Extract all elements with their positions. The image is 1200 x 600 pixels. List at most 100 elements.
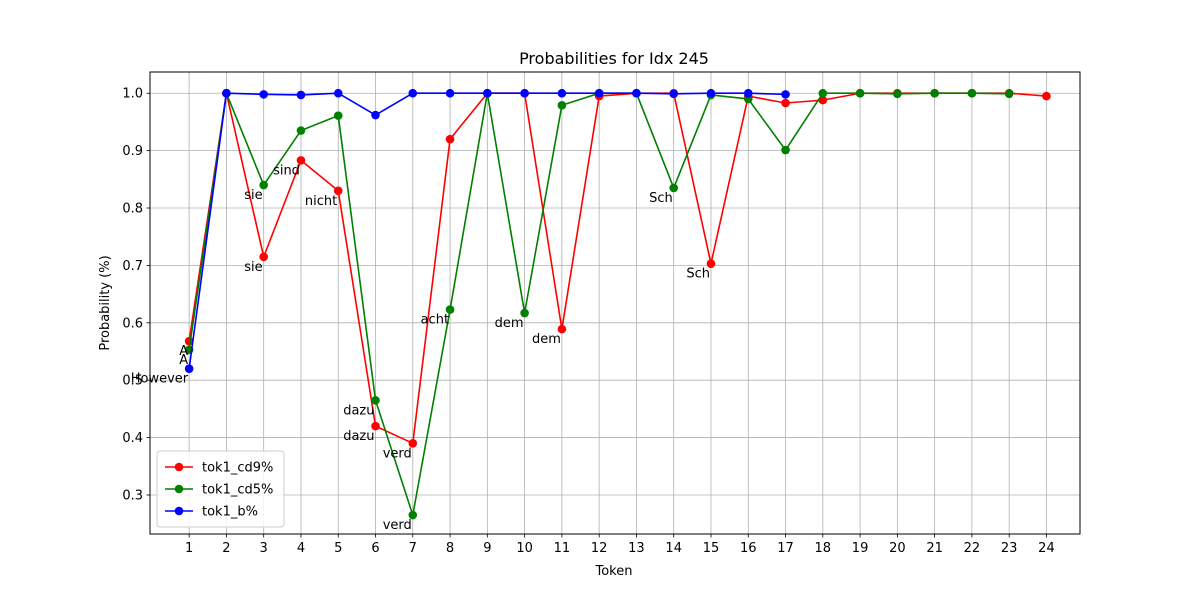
y-tick-label: 0.5 (122, 374, 143, 389)
data-point (408, 439, 418, 448)
data-point (371, 395, 380, 405)
data-point (408, 88, 418, 98)
point-annotation: A (179, 353, 188, 368)
data-point (1042, 91, 1051, 101)
y-tick-label: 0.8 (122, 202, 143, 217)
x-tick-label: 9 (483, 541, 491, 556)
point-annotation: dem (532, 332, 561, 347)
data-point (781, 98, 790, 108)
legend-item: tok1_cd5% (165, 483, 273, 498)
x-axis-ticks: 1 2 3 4 5 6 7 8 9 10 11 12 13 14 15 16 17 18 19 20 21 22 23 24 (185, 534, 1055, 556)
x-tick-label: 17 (777, 541, 794, 556)
data-point (483, 88, 492, 98)
data-point (333, 88, 343, 98)
y-axis-ticks: 0.3 0.4 0.5 0.6 0.7 0.8 0.9 1.0 (122, 87, 150, 503)
data-point (408, 510, 418, 520)
data-point (296, 126, 306, 135)
data-point (781, 145, 790, 155)
point-annotation: sind (273, 163, 300, 178)
legend-marker (174, 462, 184, 472)
point-annotation: dazu (343, 403, 374, 418)
data-point (967, 88, 977, 98)
data-point (445, 88, 455, 98)
data-point (184, 364, 194, 374)
annotation-layer: HoweverAAsiesiesindnichtdazudazuverdverd… (131, 163, 710, 533)
y-tick-label: 0.6 (122, 316, 143, 331)
data-point (706, 259, 716, 268)
point-annotation: dazu (343, 429, 374, 444)
data-point (855, 88, 865, 98)
data-point (594, 88, 604, 98)
legend-marker (174, 506, 184, 516)
data-point (296, 90, 306, 100)
point-annotation: A (179, 344, 188, 359)
data-point (930, 88, 939, 98)
point-annotation: acht (421, 313, 449, 328)
grid (150, 72, 1080, 534)
data-point (706, 88, 716, 98)
x-tick-label: 2 (222, 541, 230, 556)
x-tick-label: 16 (740, 541, 757, 556)
x-tick-label: 10 (516, 541, 533, 556)
data-point (333, 186, 343, 196)
x-tick-label: 12 (591, 541, 608, 556)
data-point (557, 88, 567, 98)
point-annotation: verd (383, 518, 412, 533)
x-tick-label: 11 (554, 541, 571, 556)
x-tick-label: 24 (1038, 541, 1055, 556)
legend-marker (174, 484, 184, 494)
legend-label: tok1_cd5% (202, 483, 273, 498)
y-tick-label: 0.9 (122, 144, 143, 159)
data-point (445, 305, 455, 314)
legend-label: tok1_b% (202, 505, 258, 520)
data-point (818, 88, 828, 98)
data-point (669, 89, 679, 99)
plot-frame (149, 71, 1081, 535)
data-point (296, 156, 306, 165)
data-point (557, 100, 567, 110)
point-annotation: Sch (649, 191, 673, 206)
x-tick-label: 6 (371, 541, 379, 556)
x-tick-label: 18 (815, 541, 832, 556)
legend: tok1_cd9% tok1_cd5% tok1_b% (156, 450, 285, 528)
legend-box (156, 450, 285, 528)
data-point (259, 90, 268, 99)
x-tick-label: 1 (185, 541, 193, 556)
data-point (632, 88, 641, 98)
x-tick-label: 8 (446, 541, 454, 556)
x-tick-label: 21 (926, 541, 943, 556)
legend-label: tok1_cd9% (202, 461, 273, 476)
data-point (520, 88, 529, 98)
y-tick-label: 0.4 (122, 431, 143, 446)
data-point (669, 183, 679, 193)
x-tick-label: 4 (297, 541, 305, 556)
point-annotation: verd (383, 446, 412, 461)
data-point (781, 90, 790, 99)
data-point (371, 110, 380, 120)
data-point (371, 421, 380, 431)
x-axis-label: Token (595, 564, 633, 579)
y-tick-label: 0.7 (122, 259, 143, 274)
point-annotation: However (131, 372, 189, 387)
point-annotation: sie (244, 188, 262, 203)
y-axis-label: Probability (%) (98, 255, 113, 350)
data-point (259, 252, 268, 262)
data-point (743, 88, 753, 98)
x-tick-label: 15 (703, 541, 720, 556)
series-layer (184, 88, 1051, 520)
data-point (445, 134, 455, 144)
data-point (1004, 89, 1014, 99)
point-annotation: sie (244, 260, 262, 275)
x-tick-label: 20 (889, 541, 906, 556)
x-tick-label: 7 (409, 541, 417, 556)
x-tick-label: 13 (628, 541, 645, 556)
chart-title: Probabilities for Idx 245 (519, 49, 709, 68)
x-tick-label: 14 (665, 541, 682, 556)
point-annotation: dem (495, 316, 524, 331)
y-tick-label: 0.3 (122, 488, 143, 503)
data-point (259, 180, 268, 190)
data-point (520, 308, 529, 318)
x-tick-label: 23 (1001, 541, 1018, 556)
data-point (893, 89, 902, 99)
